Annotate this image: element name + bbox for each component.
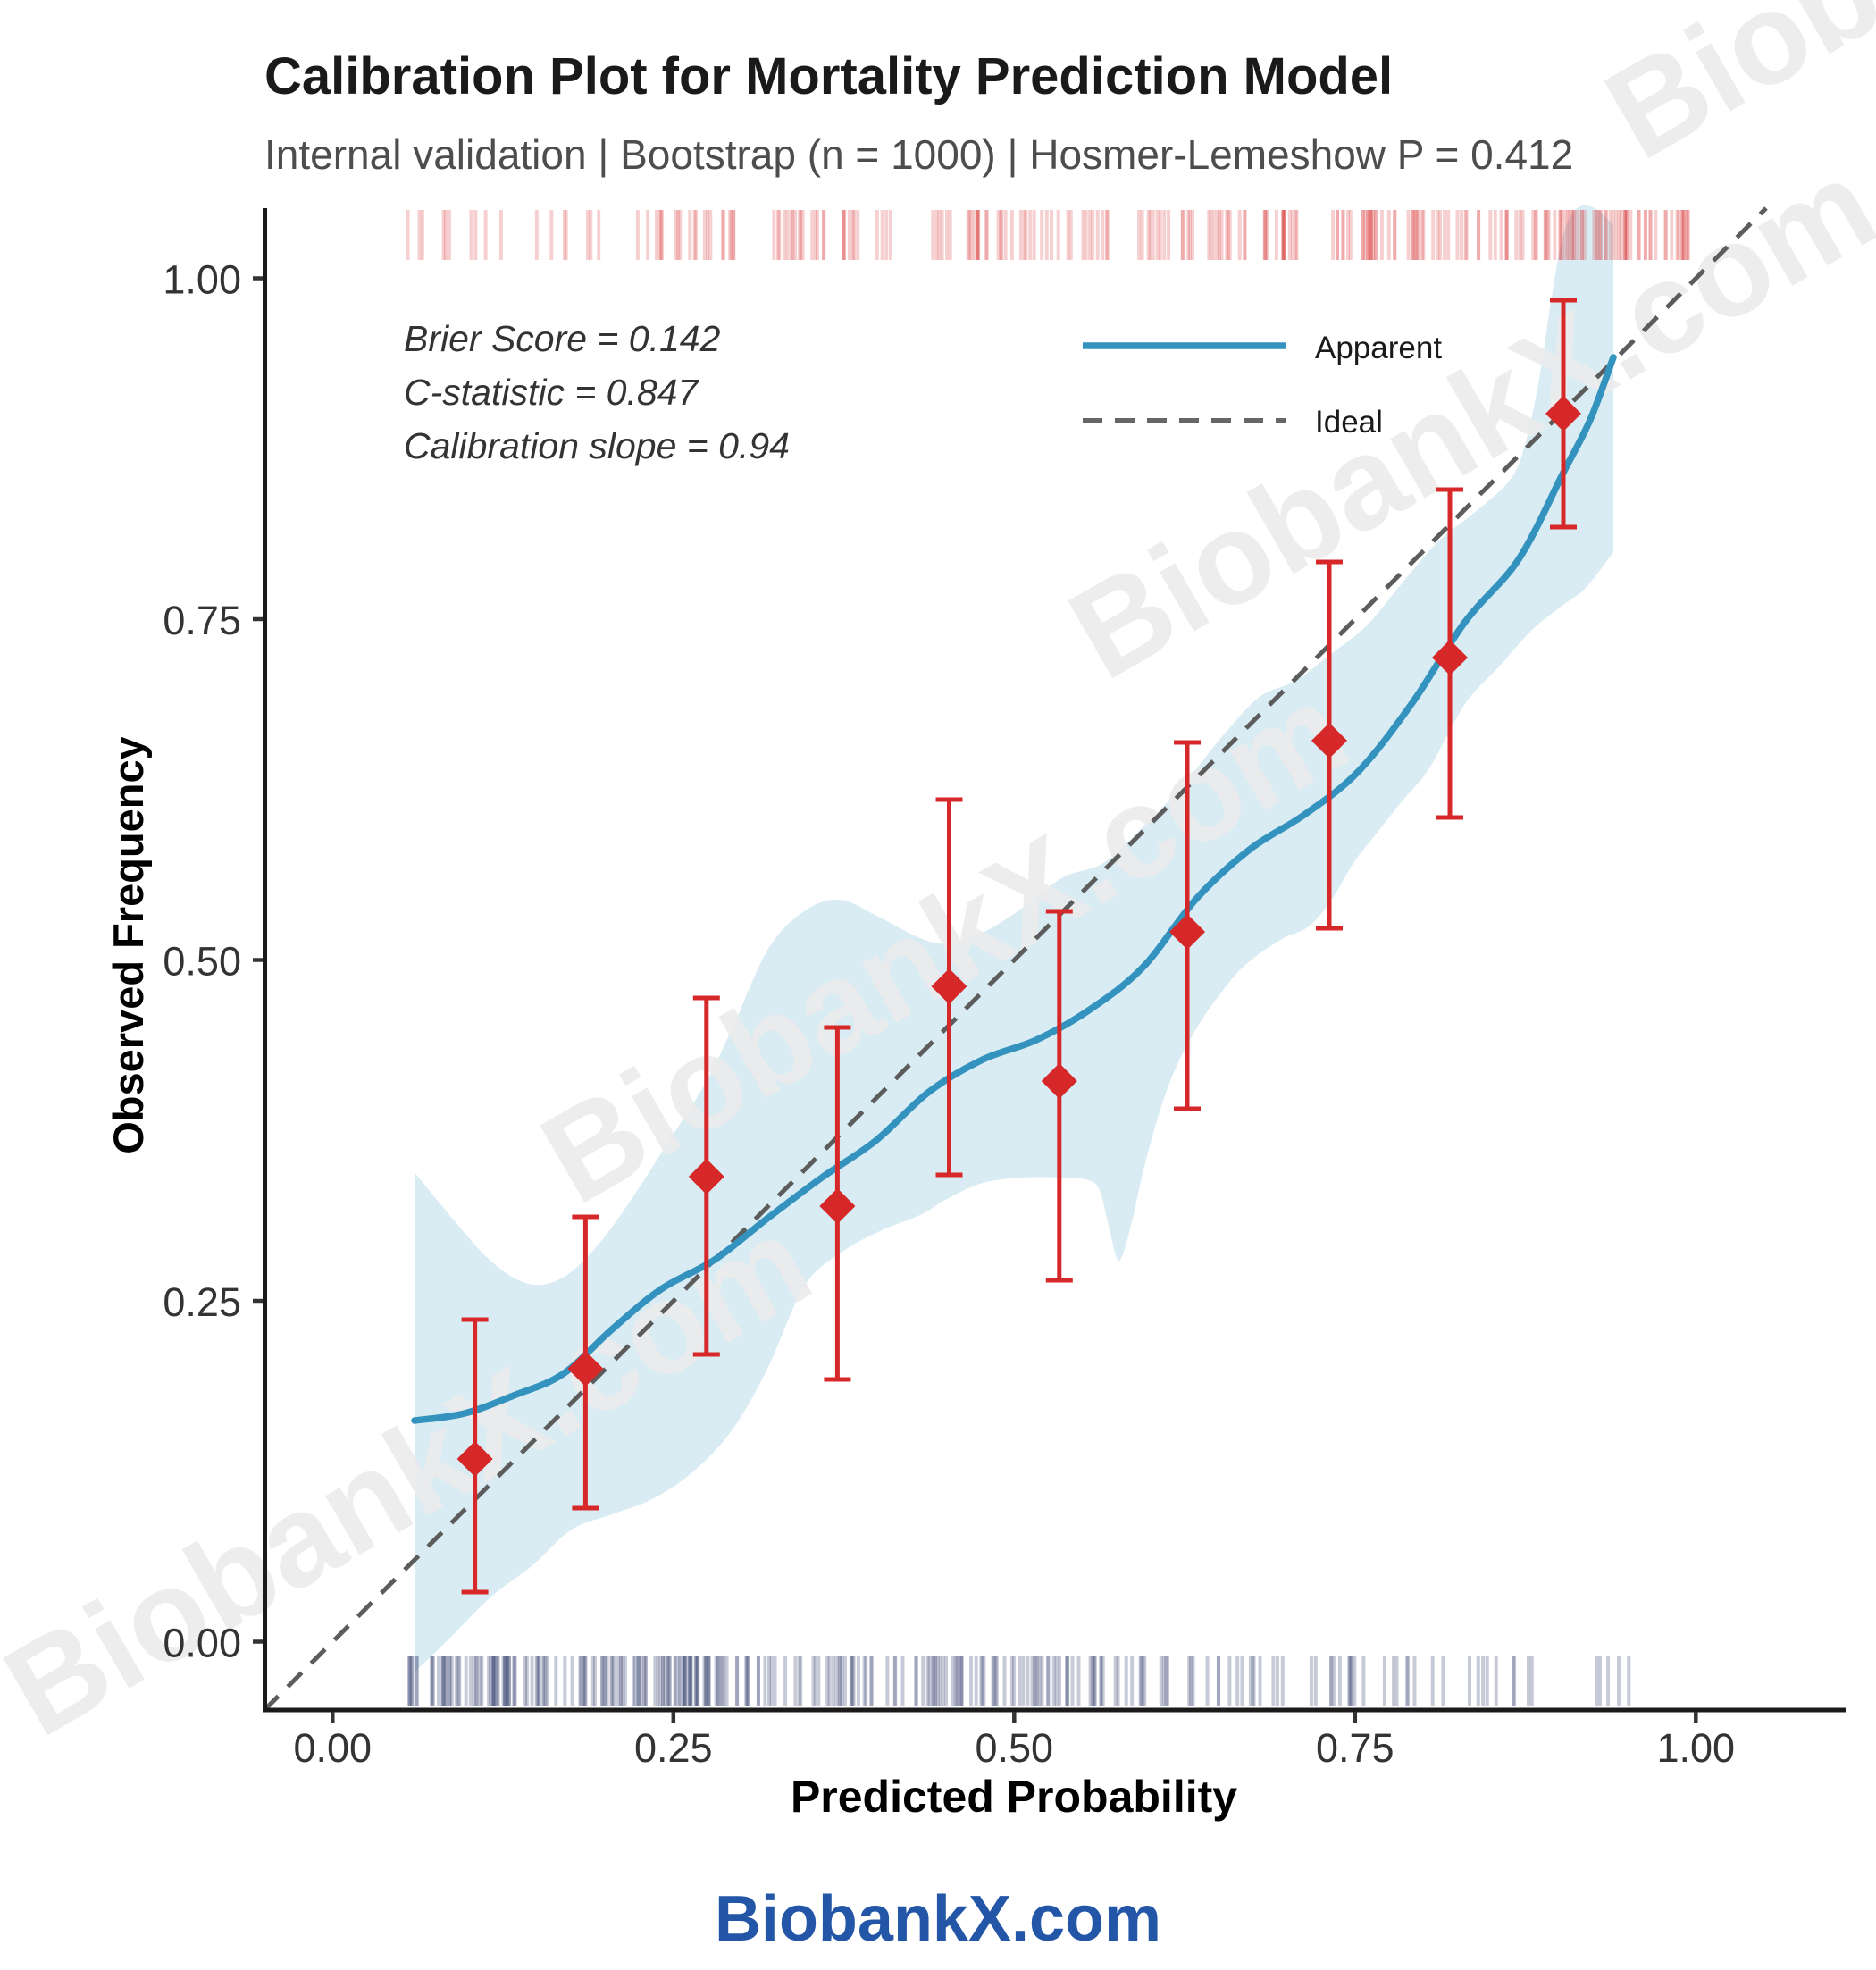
svg-text:0.75: 0.75 xyxy=(1316,1725,1394,1771)
svg-text:Ideal: Ideal xyxy=(1315,405,1383,440)
svg-text:0.25: 0.25 xyxy=(634,1725,713,1771)
svg-text:Internal validation | Bootstra: Internal validation | Bootstrap (n = 100… xyxy=(264,131,1573,178)
svg-text:Apparent: Apparent xyxy=(1315,331,1442,365)
svg-text:1.00: 1.00 xyxy=(1657,1725,1736,1771)
svg-text:1.00: 1.00 xyxy=(163,257,241,303)
svg-text:Calibration Plot for Mortality: Calibration Plot for Mortality Predictio… xyxy=(264,47,1393,105)
svg-text:Observed Frequency: Observed Frequency xyxy=(105,736,152,1154)
svg-text:0.50: 0.50 xyxy=(163,939,241,985)
svg-text:C-statistic = 0.847: C-statistic = 0.847 xyxy=(404,372,699,413)
svg-text:Predicted Probability: Predicted Probability xyxy=(791,1772,1237,1822)
svg-text:Calibration slope = 0.94: Calibration slope = 0.94 xyxy=(404,425,790,466)
svg-text:0.00: 0.00 xyxy=(294,1725,373,1771)
svg-text:Brier Score = 0.142: Brier Score = 0.142 xyxy=(404,318,721,359)
svg-text:BiobankX.com: BiobankX.com xyxy=(715,1883,1161,1955)
svg-text:0.75: 0.75 xyxy=(163,598,241,643)
svg-text:0.00: 0.00 xyxy=(163,1621,241,1666)
svg-text:0.25: 0.25 xyxy=(163,1279,241,1325)
svg-text:0.50: 0.50 xyxy=(976,1725,1054,1771)
